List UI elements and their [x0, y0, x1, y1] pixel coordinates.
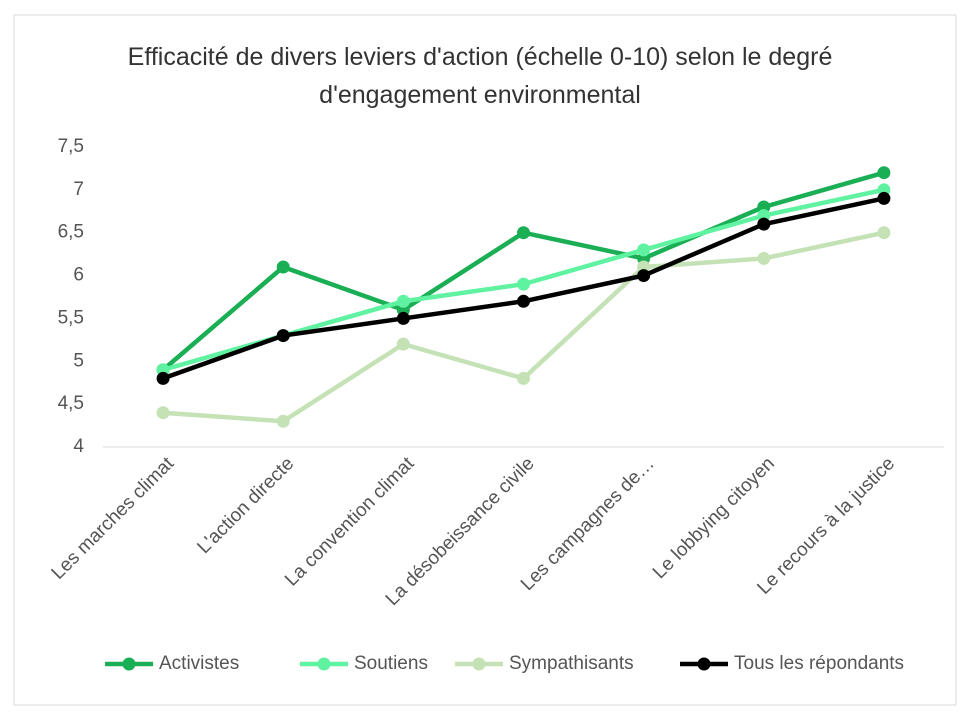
point	[396, 294, 410, 308]
point	[637, 243, 651, 257]
y-tick-label: 5	[73, 350, 84, 371]
point	[517, 294, 530, 308]
x-tick-label: Les campagnes de…	[517, 453, 659, 595]
x-tick-label: L'action directe	[194, 453, 299, 558]
point	[517, 371, 530, 385]
point	[276, 260, 290, 274]
point	[396, 311, 410, 325]
point	[637, 269, 651, 283]
point	[877, 191, 891, 205]
point	[276, 329, 290, 343]
legend-marker	[472, 657, 486, 671]
series-line	[162, 230, 885, 424]
legend-label: Activistes	[159, 653, 239, 674]
y-tick-label: 7	[73, 179, 84, 200]
point	[517, 226, 530, 240]
point	[757, 217, 771, 231]
y-tick-label: 4	[73, 436, 84, 457]
x-tick-label: Les marches climat	[48, 453, 179, 584]
x-tick-label: Le lobbying citoyen	[649, 453, 779, 583]
point	[877, 166, 891, 180]
legend-marker	[697, 657, 711, 671]
point	[276, 414, 290, 428]
point	[757, 251, 771, 265]
legend-label: Tous les répondants	[734, 653, 904, 674]
legend-marker	[122, 657, 136, 671]
point	[156, 371, 170, 385]
point	[396, 337, 410, 351]
y-tick-label: 5,5	[58, 307, 84, 328]
point	[517, 277, 530, 291]
y-tick-label: 7,5	[58, 136, 84, 157]
legend-label: Sympathisants	[509, 653, 634, 674]
x-tick-label: Le recours à la justice	[753, 453, 899, 599]
legend-label: Soutiens	[354, 653, 428, 674]
y-tick-label: 6,5	[58, 222, 84, 243]
legend-marker	[317, 657, 331, 671]
y-tick-label: 4,5	[58, 393, 84, 414]
chart-title: Efficacité de divers leviers d'action (é…	[127, 43, 833, 109]
x-tick-label: La convention climat	[281, 453, 419, 591]
point	[156, 406, 170, 420]
chart-frame	[13, 14, 957, 706]
point	[877, 226, 891, 240]
y-tick-label: 6	[73, 265, 84, 286]
